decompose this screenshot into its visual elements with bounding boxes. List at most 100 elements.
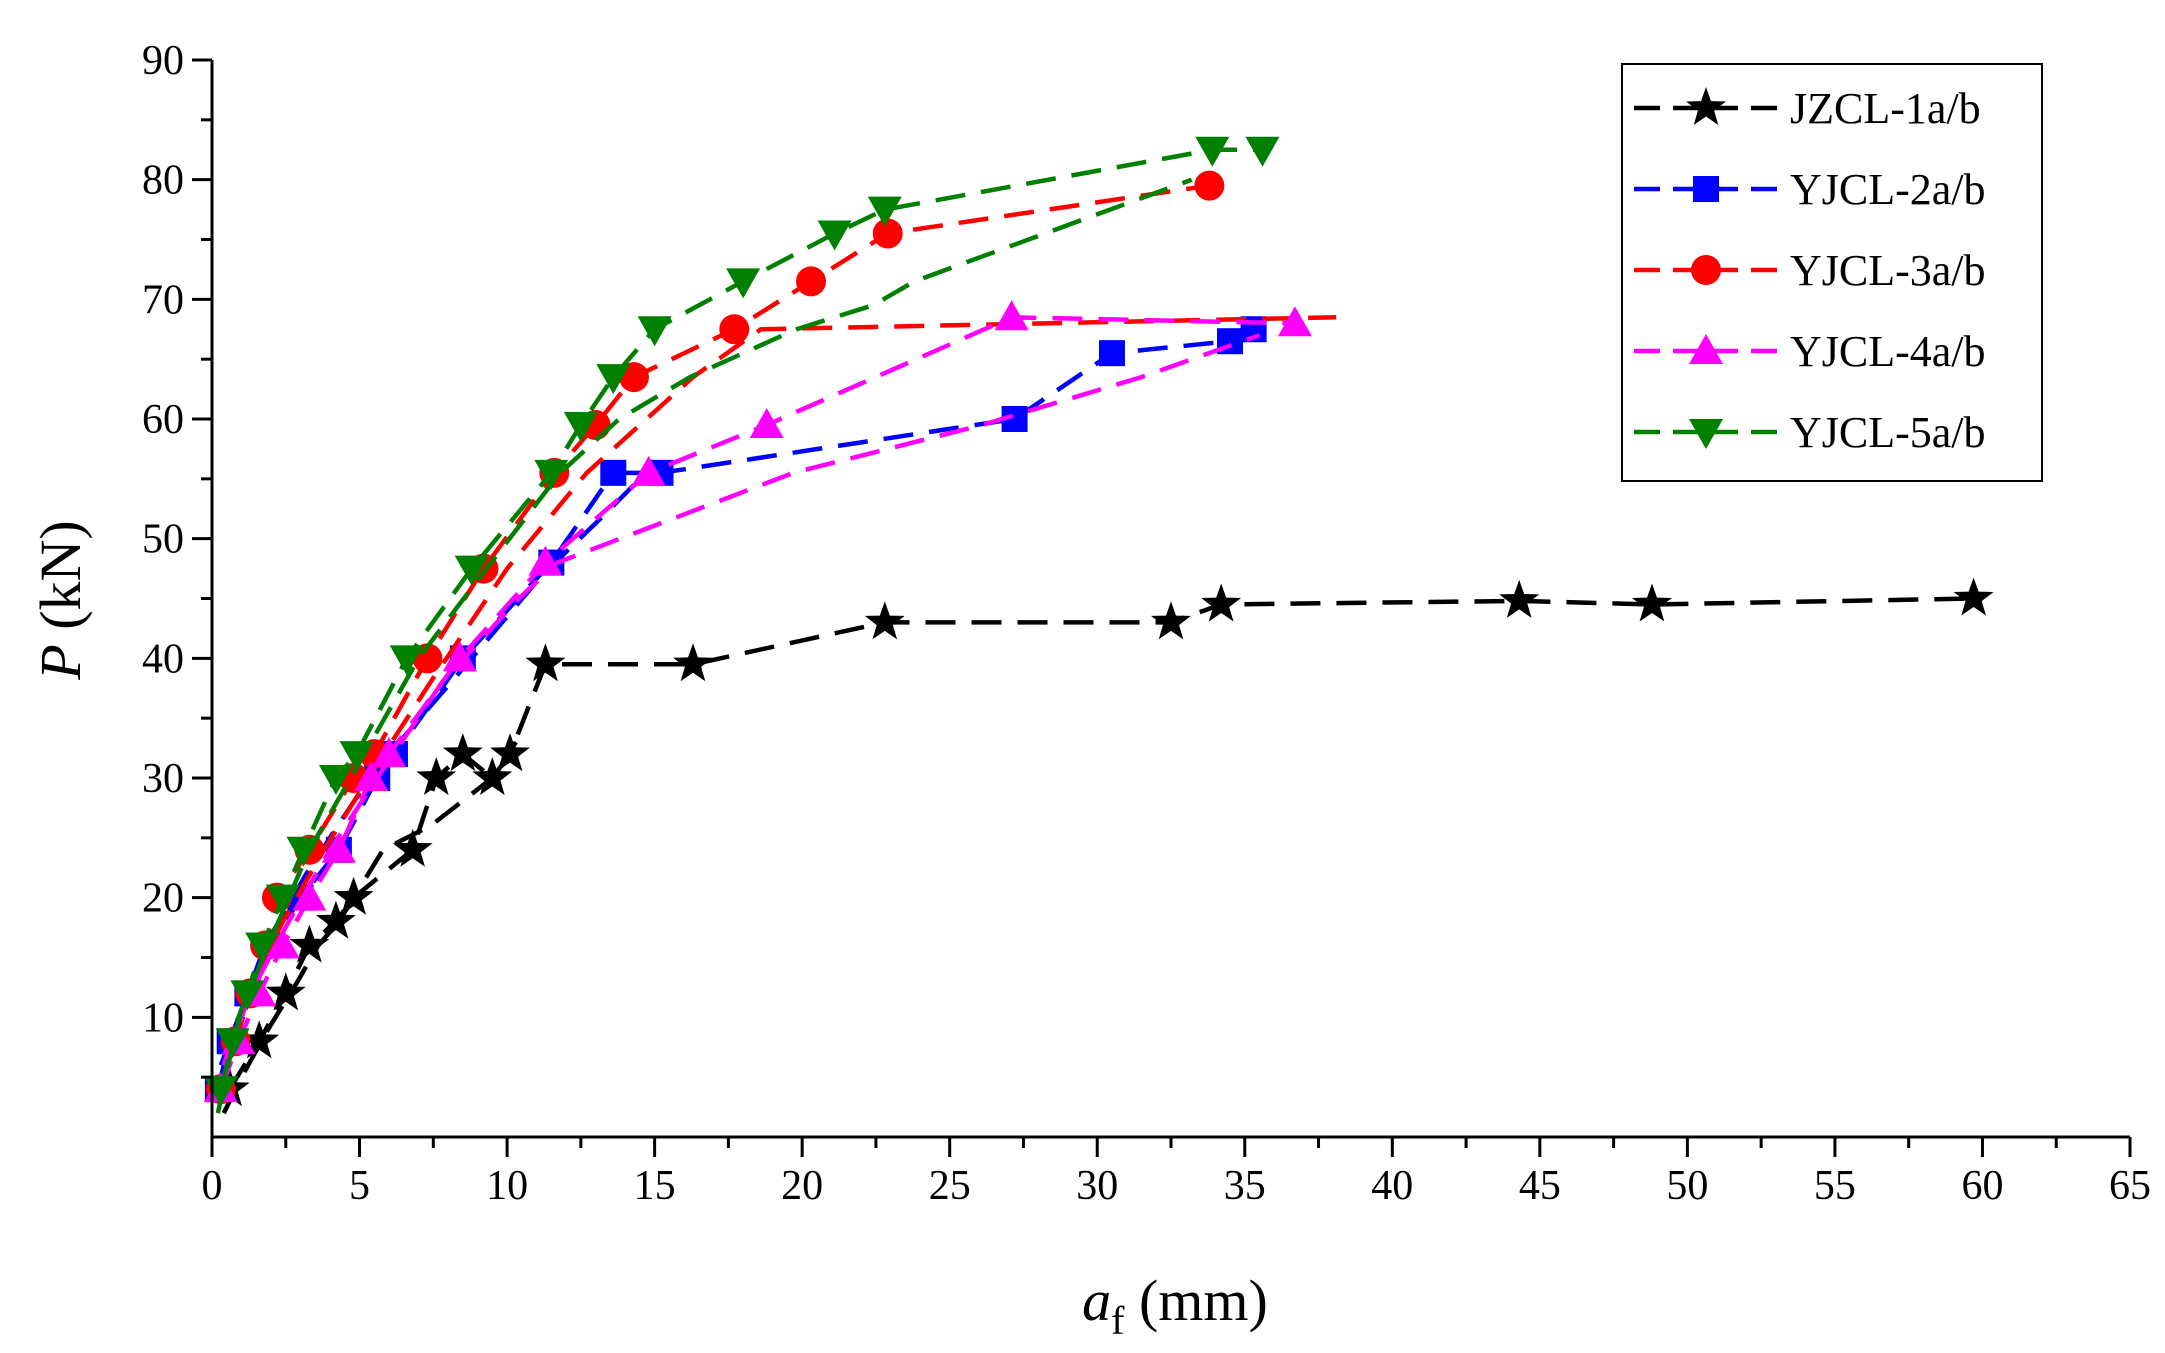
data-point — [265, 884, 300, 915]
legend-item: YJCL-2a/b — [1634, 165, 1986, 214]
data-point — [316, 900, 356, 939]
data-point — [1201, 583, 1242, 622]
data-point — [534, 459, 569, 490]
data-point — [864, 601, 905, 640]
y-tick-label: 40 — [142, 636, 184, 682]
y-tick-label: 90 — [142, 38, 184, 84]
data-point — [1151, 601, 1191, 640]
data-point — [318, 765, 353, 795]
data-point — [339, 741, 374, 772]
data-point — [528, 545, 563, 576]
legend-label: YJCL-4a/b — [1790, 327, 1986, 376]
x-tick-label: 20 — [781, 1163, 823, 1209]
legend: JZCL-1a/b YJCL-2a/b YJCL-3a/b YJCL-4a/b YJCL… — [1621, 63, 2043, 482]
data-point — [631, 455, 666, 486]
series-line — [215, 327, 1255, 1090]
data-point — [333, 876, 374, 915]
data-point — [490, 733, 530, 772]
y-tick-label: 50 — [142, 517, 184, 563]
y-axis-title: P (kN) — [28, 520, 93, 680]
y-tick-label: 60 — [142, 397, 184, 443]
series-1 — [209, 577, 1994, 1115]
data-point — [1277, 306, 1312, 337]
x-tick-label: 45 — [1519, 1163, 1561, 1209]
x-tick-label: 10 — [486, 1163, 528, 1209]
x-tick-label: 25 — [929, 1163, 971, 1209]
series-line — [215, 177, 1193, 1114]
data-point — [442, 641, 477, 672]
data-point — [637, 316, 672, 347]
x-tick-label: 35 — [1224, 1163, 1266, 1209]
x-tick-label: 5 — [349, 1163, 370, 1209]
data-point — [817, 220, 852, 251]
legend-marker — [1693, 176, 1719, 202]
data-point — [1194, 170, 1225, 201]
data-point — [389, 645, 424, 676]
data-point — [1499, 579, 1540, 618]
legend-item: YJCL-4a/b — [1634, 327, 1986, 376]
x-tick-label: 60 — [1961, 1163, 2003, 1209]
legend-label: JZCL-1a/b — [1790, 84, 1981, 133]
x-tick-label: 30 — [1076, 1163, 1118, 1209]
x-tick-label: 0 — [202, 1163, 223, 1209]
legend-item: YJCL-3a/b — [1634, 246, 1986, 295]
legend-marker — [1689, 334, 1723, 364]
data-point — [1195, 136, 1230, 167]
x-tick-label: 15 — [634, 1163, 676, 1209]
axes: 0 5 10 15 20 25 30 35 40 45 50 55 60 65 10 20 30 40 50 60 70… — [142, 38, 2151, 1209]
x-tick-label: 50 — [1666, 1163, 1708, 1209]
series-line — [221, 740, 518, 1115]
data-point — [872, 218, 903, 249]
data-point — [289, 924, 330, 963]
data-point — [796, 266, 827, 297]
data-point — [392, 828, 433, 867]
data-point — [442, 733, 483, 772]
series-5 — [203, 136, 1280, 1114]
data-point — [1953, 577, 1994, 616]
data-point — [354, 761, 389, 791]
x-tick-label: 40 — [1371, 1163, 1413, 1209]
data-point — [719, 314, 750, 345]
data-point — [416, 757, 457, 795]
data-point — [372, 737, 407, 768]
data-point — [245, 932, 280, 963]
x-tick-label: 55 — [1814, 1163, 1856, 1209]
data-point — [472, 757, 513, 795]
y-tick-label: 70 — [142, 277, 184, 323]
legend-marker — [1691, 255, 1721, 285]
data-point — [239, 1020, 280, 1059]
legend-label: YJCL-2a/b — [1790, 165, 1986, 214]
x-axis-title: af (mm) — [1082, 1268, 1268, 1343]
series-line — [221, 333, 1261, 1066]
data-point — [321, 832, 356, 863]
data-point — [1245, 136, 1280, 167]
data-point — [454, 555, 489, 586]
series-4 — [203, 300, 1312, 1103]
series-2 — [204, 316, 1267, 1103]
data-point — [600, 459, 627, 486]
data-point — [286, 836, 321, 867]
data-point — [994, 300, 1029, 331]
y-tick-label: 10 — [142, 995, 184, 1041]
data-point — [215, 1028, 250, 1059]
data-point — [1632, 583, 1672, 622]
series-3 — [205, 170, 1337, 1105]
data-point — [1098, 340, 1125, 367]
y-tick-label: 30 — [142, 756, 184, 802]
data-point — [292, 880, 327, 911]
y-tick-label: 20 — [142, 876, 184, 922]
legend-label: YJCL-3a/b — [1790, 246, 1986, 295]
data-point — [265, 928, 300, 959]
legend-marker — [1686, 87, 1726, 125]
data-point — [726, 268, 761, 299]
data-point — [230, 980, 265, 1011]
data-point — [673, 643, 713, 682]
y-tick-label: 80 — [142, 158, 184, 204]
data-point — [867, 196, 902, 227]
x-tick-label: 65 — [2109, 1163, 2151, 1209]
legend-marker — [1689, 419, 1723, 449]
data-point — [563, 411, 598, 442]
series-line — [227, 596, 1974, 1091]
legend-label: YJCL-5a/b — [1790, 408, 1986, 457]
